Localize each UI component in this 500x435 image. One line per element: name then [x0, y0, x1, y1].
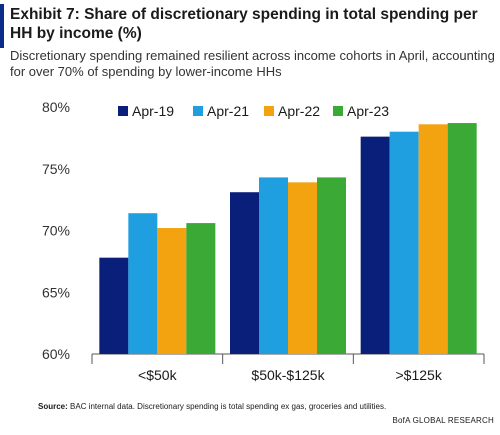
bar: [99, 257, 129, 354]
bar: [418, 124, 448, 354]
bar: [317, 177, 346, 354]
bar: [128, 213, 158, 354]
y-tick-label: 75%: [42, 161, 70, 177]
legend-label: Apr-19: [132, 103, 174, 119]
credit-label: BofA GLOBAL RESEARCH: [392, 416, 494, 425]
legend-label: Apr-21: [207, 103, 249, 119]
bar: [447, 123, 477, 355]
source-text: BAC internal data. Discretionary spendin…: [70, 402, 387, 411]
bar: [186, 223, 216, 354]
bar: [230, 192, 259, 354]
bar: [157, 228, 187, 354]
y-tick-label: 80%: [42, 99, 70, 115]
legend-label: Apr-23: [347, 103, 389, 119]
y-tick-label: 60%: [42, 346, 70, 362]
legend-swatch: [193, 106, 203, 116]
legend-swatch: [118, 106, 128, 116]
source-label: Source:: [38, 402, 68, 411]
bar: [288, 182, 317, 354]
legend-swatch: [333, 106, 343, 116]
x-category-label: <$50k: [138, 367, 178, 383]
x-category-label: $50k-$125k: [251, 367, 325, 383]
y-tick-label: 65%: [42, 284, 70, 300]
y-tick-label: 70%: [42, 223, 70, 239]
bar: [259, 177, 288, 354]
bar: [389, 131, 419, 354]
bar: [360, 136, 390, 354]
legend-swatch: [264, 106, 274, 116]
chart-subtitle: Discretionary spending remained resilien…: [10, 48, 495, 79]
source-note: Source: BAC internal data. Discretionary…: [38, 402, 498, 411]
chart-title: Exhibit 7: Share of discretionary spendi…: [10, 6, 478, 42]
title-accent-bar: [0, 4, 4, 48]
legend-label: Apr-22: [278, 103, 320, 119]
x-category-label: >$125k: [396, 367, 443, 383]
